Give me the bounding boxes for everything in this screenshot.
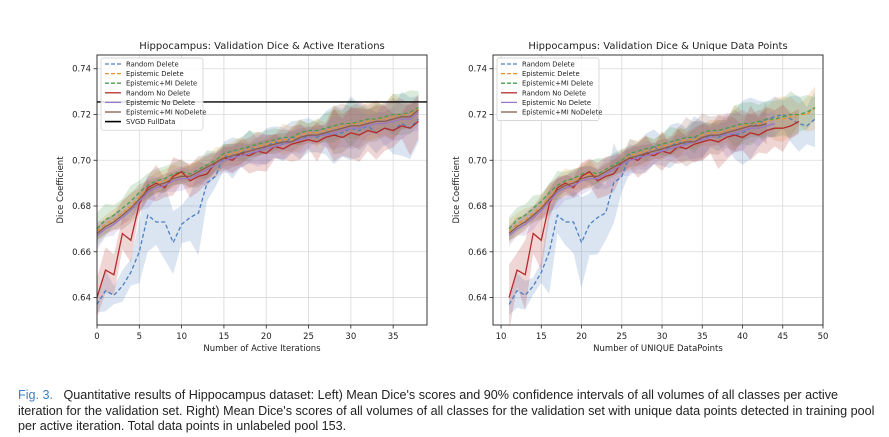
figure: 0 5 10 15 20 25 30 35 0.64 0.66 0.68 0.70 0.72 0.74 Hi… [56, 41, 828, 354]
series-line-epistemic-mi-nodelete [508, 122, 767, 234]
x-tick-label: 15 [536, 332, 547, 342]
caption-text: Quantitative results of Hippocampus data… [18, 388, 875, 433]
x-axis-label: Number of Active Iterations [203, 344, 321, 354]
ci-band-epistemic-mi-nodelete [97, 97, 419, 241]
legend-entry-epistemic-delete: Epistemic Delete [126, 70, 184, 78]
x-tick-label: 20 [261, 332, 272, 342]
ci-band-random-no-delete [509, 104, 799, 325]
y-tick-label: 0.72 [72, 110, 91, 120]
x-tick-label: 25 [616, 332, 627, 342]
legend-entry-epistemic-mi-delete: Epistemic+MI Delete [126, 80, 197, 88]
y-tick-label: 0.72 [468, 110, 487, 120]
x-tick-label: 10 [176, 332, 187, 342]
y-tick-label: 0.66 [72, 248, 91, 258]
ci-band-epistemic-delete [97, 93, 419, 240]
y-tick-label: 0.64 [72, 294, 91, 304]
chart-panel-1: 0 5 10 15 20 25 30 35 0.64 0.66 0.68 0.70 0.72 0.74 Hi… [56, 41, 428, 354]
legend-entry-random-delete: Random Delete [126, 61, 179, 69]
legend-entry-epistemic-delete: Epistemic Delete [522, 70, 580, 78]
x-tick-label: 10 [496, 332, 507, 342]
x-tick-label: 30 [345, 332, 356, 342]
y-tick-label: 0.66 [468, 248, 487, 258]
legend-entry-random-delete: Random Delete [522, 61, 575, 69]
legend-entry-random-no-delete: Random No Delete [522, 89, 586, 97]
grid [96, 55, 427, 325]
ci-band-epistemic-no-delete [97, 93, 419, 251]
x-tick-label: 50 [818, 332, 829, 342]
x-tick-label: 15 [219, 332, 230, 342]
y-axis-label: Dice Coefficient [56, 156, 66, 224]
plot-area [508, 85, 816, 325]
legend-entry-random-no-delete: Random No Delete [126, 89, 190, 97]
ci-band-epistemic-mi-delete [509, 91, 815, 241]
plot-frame [96, 54, 428, 326]
y-tick-label: 0.68 [468, 202, 487, 212]
x-tick-label: 30 [657, 332, 668, 342]
chart-panel-2: 10 15 20 25 30 35 40 45 50 0.64 0.66 0.68 0.70 0.72 0.… [452, 41, 828, 354]
x-tick-label: 45 [777, 332, 788, 342]
caption-label: Fig. 3. [18, 388, 53, 402]
series-line-random-no-delete [508, 120, 800, 298]
x-tick-label: 0 [94, 332, 99, 342]
series-line-epistemic-mi-nodelete [97, 109, 419, 235]
legend-entry-epistemic-no-delete: Epistemic No Delete [126, 99, 195, 107]
y-tick-label: 0.70 [468, 156, 487, 166]
series-line-epistemic-no-delete [508, 122, 775, 237]
ci-band-random-no-delete [97, 100, 419, 318]
x-tick-label: 35 [388, 332, 399, 342]
x-tick-label: 5 [137, 332, 142, 342]
y-tick-label: 0.64 [468, 294, 487, 304]
y-tick-label: 0.74 [72, 65, 91, 75]
x-tick-label: 35 [697, 332, 708, 342]
plot-frame [492, 54, 824, 326]
legend-entry-epistemic-mi-delete: Epistemic+MI Delete [522, 80, 593, 88]
series-line-epistemic-no-delete [97, 111, 419, 237]
y-tick-label: 0.74 [468, 65, 487, 75]
x-tick-label: 20 [576, 332, 587, 342]
ci-band-epistemic-no-delete [509, 109, 775, 247]
chart-title: Hippocampus: Validation Dice & Active It… [139, 41, 385, 52]
legend-box [496, 57, 600, 121]
ci-band-random-delete [97, 91, 419, 313]
chart-title: Hippocampus: Validation Dice & Unique Da… [528, 41, 787, 52]
ci-band-random-delete [509, 90, 815, 315]
y-tick-label: 0.70 [72, 156, 91, 166]
y-axis-label: Dice Coefficient [452, 156, 462, 224]
plot-area [97, 90, 427, 318]
legend-entry-epistemic-mi-nodelete: Epistemic+MI NoDelete [126, 109, 206, 117]
x-tick-label: 25 [303, 332, 314, 342]
legend-box [100, 57, 204, 131]
x-tick-label: 40 [737, 332, 748, 342]
series-line-epistemic-mi-delete [508, 107, 816, 230]
legend-entry-epistemic-no-delete: Epistemic No Delete [522, 99, 591, 107]
figure-caption: Fig. 3. Quantitative results of Hippocam… [18, 388, 880, 435]
legend-entry-svgd-fulldata: SVGD FullData [126, 118, 175, 126]
x-axis-label: Number of UNIQUE DataPoints [593, 344, 723, 354]
y-tick-label: 0.68 [72, 202, 91, 212]
legend-entry-epistemic-mi-nodelete: Epistemic+MI NoDelete [522, 109, 602, 117]
